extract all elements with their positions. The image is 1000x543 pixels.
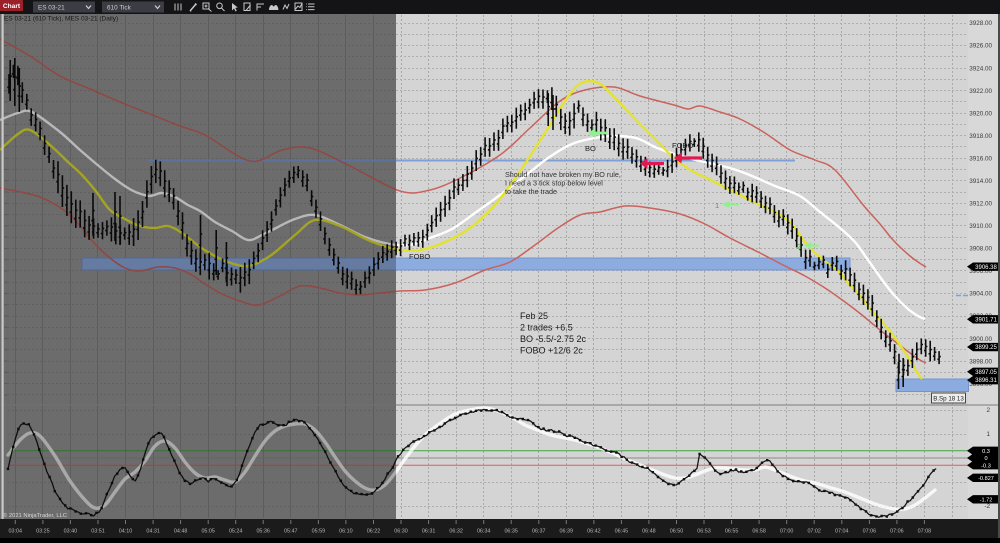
svg-text:05:24: 05:24 <box>229 529 243 535</box>
svg-text:ES 03-21 (610 Tick), MES 03-21: ES 03-21 (610 Tick), MES 03-21 (Daily) <box>4 16 118 23</box>
svg-text:07:02: 07:02 <box>807 529 821 535</box>
svg-text:ES 03-21: ES 03-21 <box>38 5 65 12</box>
svg-text:Feb 25: Feb 25 <box>520 311 548 321</box>
svg-text:07:06: 07:06 <box>890 529 904 535</box>
svg-text:-2: -2 <box>984 503 990 510</box>
svg-text:3910.00: 3910.00 <box>969 223 992 230</box>
svg-text:1: 1 <box>986 431 990 438</box>
svg-text:07:06: 07:06 <box>863 529 877 535</box>
svg-text:BO: BO <box>585 144 596 153</box>
svg-text:B.Sp 18 13: B.Sp 18 13 <box>933 396 964 403</box>
svg-text:2: 2 <box>797 242 801 251</box>
svg-text:06:10: 06:10 <box>339 529 353 535</box>
svg-text:06:53: 06:53 <box>697 529 711 535</box>
svg-text:05:36: 05:36 <box>256 529 270 535</box>
svg-text:3898.00: 3898.00 <box>969 358 992 365</box>
svg-text:2: 2 <box>986 407 990 414</box>
svg-text:3920.00: 3920.00 <box>969 110 992 117</box>
svg-text:04:10: 04:10 <box>119 529 133 535</box>
svg-text:04:48: 04:48 <box>174 529 188 535</box>
svg-text:06:39: 06:39 <box>560 529 574 535</box>
svg-text:3904.00: 3904.00 <box>969 291 992 298</box>
svg-text:06:45: 06:45 <box>615 529 629 535</box>
svg-text:06:31: 06:31 <box>422 529 436 535</box>
svg-text:06:34: 06:34 <box>477 529 491 535</box>
svg-text:FOBO: FOBO <box>672 141 693 150</box>
svg-text:-0.3: -0.3 <box>981 463 991 469</box>
svg-text:06:37: 06:37 <box>532 529 546 535</box>
svg-text:3922.00: 3922.00 <box>969 88 992 95</box>
svg-text:I need a 3 tick stop below lev: I need a 3 tick stop below level <box>505 179 603 188</box>
svg-text:06:42: 06:42 <box>587 529 601 535</box>
svg-text:06:32: 06:32 <box>449 529 463 535</box>
svg-text:FOBO +12/6 2c: FOBO +12/6 2c <box>520 346 583 356</box>
svg-text:© 2021 NinjaTrader, LLC: © 2021 NinjaTrader, LLC <box>3 512 67 519</box>
svg-text:3899.25: 3899.25 <box>975 345 997 351</box>
svg-text:3914.00: 3914.00 <box>969 178 992 185</box>
svg-text:3926.00: 3926.00 <box>969 43 992 50</box>
svg-text:Chart: Chart <box>3 3 21 10</box>
svg-text:05:47: 05:47 <box>284 529 298 535</box>
svg-text:07:04: 07:04 <box>835 529 849 535</box>
svg-text:03:40: 03:40 <box>64 529 78 535</box>
svg-text:05:59: 05:59 <box>312 529 326 535</box>
svg-text:3916.00: 3916.00 <box>969 155 992 162</box>
svg-text:0.3: 0.3 <box>982 449 990 455</box>
svg-text:3918.00: 3918.00 <box>969 133 992 140</box>
svg-text:04:31: 04:31 <box>146 529 160 535</box>
svg-text:07:08: 07:08 <box>918 529 932 535</box>
svg-text:03:25: 03:25 <box>36 529 50 535</box>
svg-text:06:50: 06:50 <box>670 529 684 535</box>
svg-text:06:22: 06:22 <box>367 529 381 535</box>
svg-text:3912.00: 3912.00 <box>969 201 992 208</box>
svg-text:-1.72: -1.72 <box>980 497 993 503</box>
svg-text:3897.05: 3897.05 <box>975 370 997 376</box>
svg-text:06:48: 06:48 <box>642 529 656 535</box>
svg-text:3906.00: 3906.00 <box>969 268 992 275</box>
svg-text:3908.00: 3908.00 <box>969 246 992 253</box>
svg-text:07:00: 07:00 <box>780 529 794 535</box>
svg-text:3901.71: 3901.71 <box>975 317 997 323</box>
svg-text:3924.00: 3924.00 <box>969 65 992 72</box>
svg-text:05:05: 05:05 <box>201 529 215 535</box>
svg-text:03:51: 03:51 <box>91 529 105 535</box>
svg-text:FOBO: FOBO <box>409 252 430 261</box>
svg-text:03:04: 03:04 <box>9 529 23 535</box>
svg-text:2 trades +6.5: 2 trades +6.5 <box>520 323 573 333</box>
svg-text:0: 0 <box>984 456 987 462</box>
svg-text:06:30: 06:30 <box>394 529 408 535</box>
svg-text:BO -5.5/-2.75 2c: BO -5.5/-2.75 2c <box>520 334 587 344</box>
svg-text:3896.31: 3896.31 <box>975 378 997 384</box>
svg-text:3928.00: 3928.00 <box>969 20 992 27</box>
svg-text:610 Tick: 610 Tick <box>107 5 132 12</box>
svg-text:06:58: 06:58 <box>752 529 766 535</box>
svg-text:3906.38: 3906.38 <box>975 265 997 271</box>
svg-text:06:55: 06:55 <box>725 529 739 535</box>
svg-text:06:35: 06:35 <box>504 529 518 535</box>
svg-text:1: 1 <box>715 201 719 210</box>
svg-text:to take the trade: to take the trade <box>505 187 557 196</box>
svg-text:Should not have broken my BO r: Should not have broken my BO rule, <box>505 170 621 179</box>
svg-text:-0.827: -0.827 <box>978 476 994 482</box>
svg-text:3900.00: 3900.00 <box>969 336 992 343</box>
